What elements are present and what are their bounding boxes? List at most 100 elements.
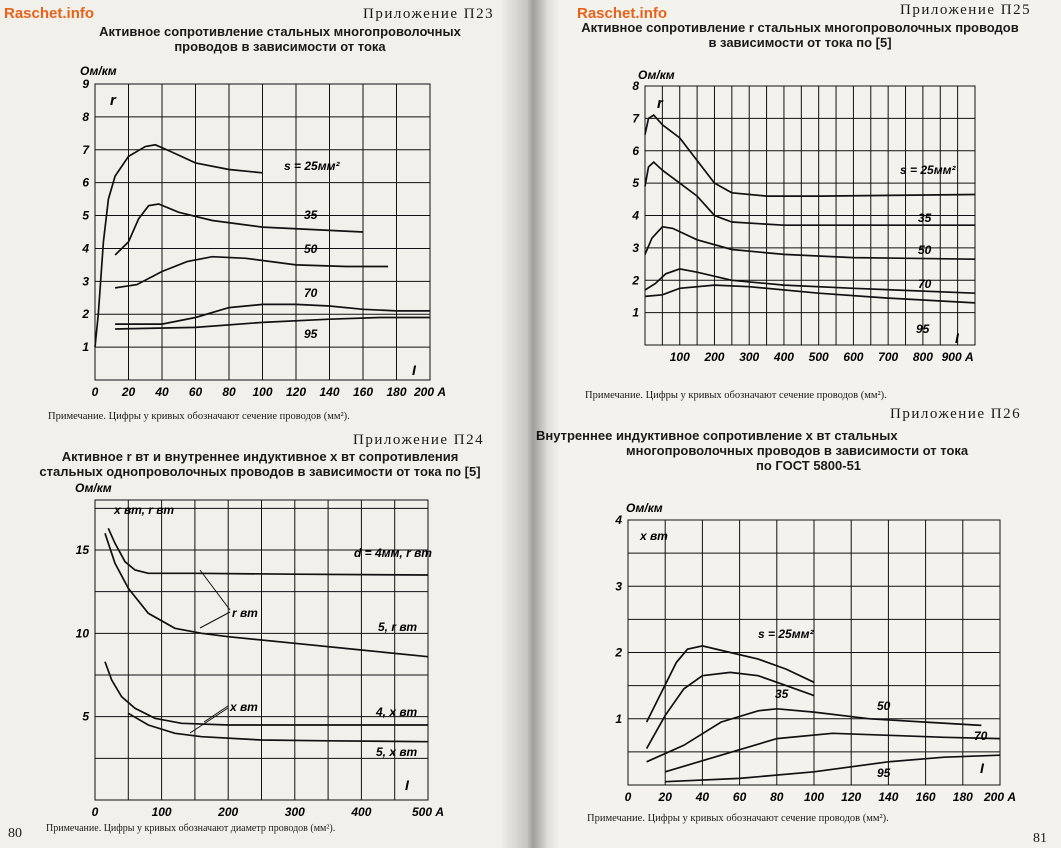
watermark[interactable]: Raschet.info bbox=[4, 5, 95, 22]
p25-x-tick-label: 100 bbox=[670, 350, 690, 364]
page-number-right: 81 bbox=[1033, 831, 1047, 846]
p25-y-tick-label: 7 bbox=[632, 111, 640, 125]
p25-series-curve bbox=[644, 160, 975, 227]
p24-note: Примечание. Цифры у кривых обозначают ди… bbox=[46, 823, 336, 834]
p26-frame bbox=[627, 519, 1001, 786]
p24-series-label-4-x: 4, x вт bbox=[375, 705, 417, 719]
p24-xlabel: I bbox=[405, 777, 410, 793]
p26-ticks: 0 20 40 60 80 100 120 140 160 180 200 А 1 2 3 4 bbox=[614, 513, 1016, 804]
p23-x-tick-label: 40 bbox=[154, 385, 169, 399]
p25-series-curve bbox=[644, 225, 976, 261]
p25-grid bbox=[644, 85, 976, 346]
p25-x-tick-label: 300 bbox=[739, 350, 759, 364]
p24-x-tick-label: 100 bbox=[152, 805, 172, 819]
p23-series-label-70: 70 bbox=[304, 286, 318, 300]
p23-title: Активное сопротивление стальных многопро… bbox=[80, 24, 480, 54]
p25-note: Примечание. Цифры у кривых обозначают се… bbox=[585, 390, 887, 401]
p24-annotation-rvt: r вт bbox=[232, 606, 258, 620]
p23-curves bbox=[94, 143, 430, 348]
p24-series-label-5-r: 5, r вт bbox=[378, 620, 417, 634]
p23-series-curve bbox=[115, 316, 430, 330]
p24-x-tick-label: 500 А bbox=[412, 805, 444, 819]
p25-series-curve bbox=[644, 268, 976, 295]
p23-series-label-50: 50 bbox=[304, 242, 318, 256]
p25-series-curve bbox=[644, 284, 976, 304]
p25-x-tick-label: 900 А bbox=[942, 350, 974, 364]
p26-x-tick-label: 0 bbox=[625, 790, 632, 804]
p26-series-label-50: 50 bbox=[877, 699, 891, 713]
p26-ytitle: x вт bbox=[639, 529, 668, 543]
p23-y-tick-label: 8 bbox=[82, 110, 89, 124]
p24-ticks: 0 100 200 300 400 500 А 5 10 15 bbox=[76, 543, 444, 819]
p24-series-label-5-x: 5, x вт bbox=[376, 745, 417, 759]
p24-y-tick-label: 15 bbox=[76, 543, 90, 557]
p25-x-tick-label: 700 bbox=[878, 350, 898, 364]
p25-y-tick-label: 4 bbox=[631, 209, 639, 223]
appendix-p24-label: Приложение П24 bbox=[353, 432, 485, 448]
p23-series-label-25: s = 25мм² bbox=[284, 159, 340, 173]
p25-y-tick-label: 1 bbox=[632, 306, 639, 320]
p23-x-tick-label: 200 А bbox=[413, 385, 446, 399]
p25-x-tick-label: 600 bbox=[843, 350, 863, 364]
p25-series-label-25: s = 25мм² bbox=[900, 163, 956, 177]
p24-x-tick-label: 200 bbox=[217, 805, 238, 819]
p24-leader-rvt-a bbox=[199, 569, 231, 611]
p25-ylabel: Ом/км bbox=[638, 68, 675, 82]
p23-y-tick-label: 9 bbox=[82, 77, 89, 91]
appendix-p23-label: Приложение П23 bbox=[363, 6, 495, 22]
p25-y-tick-label: 5 bbox=[632, 176, 639, 190]
p26-x-tick-label: 80 bbox=[770, 790, 784, 804]
p26-series-curve bbox=[645, 671, 815, 750]
p23-title-line2: проводов в зависимости от тока bbox=[174, 39, 386, 54]
p25-curves bbox=[644, 113, 976, 304]
p25-title-line1: Активное сопротивление r стальных многоп… bbox=[581, 20, 1019, 35]
p23-series-curve bbox=[114, 203, 364, 256]
p26-x-tick-label: 60 bbox=[733, 790, 747, 804]
p26-series-curve bbox=[646, 707, 982, 763]
p26-x-tick-label: 100 bbox=[804, 790, 824, 804]
p25-y-tick-label: 2 bbox=[631, 273, 639, 287]
p25-symbol: r bbox=[657, 95, 664, 112]
p26-note: Примечание. Цифры у кривых обозначают се… bbox=[587, 813, 889, 824]
p26-series-label-70: 70 bbox=[974, 729, 988, 743]
p23-series-curve bbox=[94, 143, 263, 348]
p23-series-curve bbox=[114, 255, 389, 289]
p25-title: Активное сопротивление r стальных многоп… bbox=[560, 20, 1040, 50]
p26-title-line1: Внутреннее индуктивное сопротивление x в… bbox=[536, 428, 898, 443]
p25-x-tick-label: 800 bbox=[913, 350, 933, 364]
p23-ylabel: Ом/км bbox=[80, 64, 117, 78]
p24-y-tick-label: 5 bbox=[82, 710, 89, 724]
p24-frame bbox=[94, 499, 429, 801]
p26-x-tick-label: 40 bbox=[695, 790, 710, 804]
p23-x-tick-label: 120 bbox=[286, 385, 306, 399]
chart-p23: 0 20 40 60 80 100 120 140 160 180 200 А 1 2 3 4 5 6 7 8 9 О… bbox=[80, 64, 446, 399]
p23-y-tick-label: 7 bbox=[82, 143, 90, 157]
left-page: Raschet.info Приложение П23 Активное соп… bbox=[0, 0, 530, 848]
p23-grid bbox=[94, 83, 431, 381]
p23-y-tick-label: 3 bbox=[82, 274, 89, 288]
p23-series-curve bbox=[115, 303, 430, 325]
p24-series-curve bbox=[104, 533, 429, 658]
p26-series-curve bbox=[664, 732, 1001, 773]
p25-x-tick-label: 400 bbox=[773, 350, 794, 364]
page-number-left: 80 bbox=[8, 826, 22, 841]
p23-x-tick-label: 80 bbox=[222, 385, 236, 399]
p24-leader-xvt-a bbox=[203, 705, 229, 723]
chart-p25: 100 200 300 400 500 600 700 800 900 А 1 2 3 4 5 6 7 8 Ом… bbox=[631, 68, 976, 364]
p24-title-line2: стальных однопроволочных проводов в зави… bbox=[39, 464, 481, 479]
p23-x-tick-label: 20 bbox=[121, 385, 136, 399]
p25-series-curve bbox=[644, 113, 976, 197]
watermark-right[interactable]: Raschet.info bbox=[577, 5, 668, 22]
p26-x-tick-label: 160 bbox=[916, 790, 936, 804]
p26-ylabel: Ом/км bbox=[626, 501, 663, 515]
p25-series-label-95: 95 bbox=[916, 322, 930, 336]
p23-series-label-35: 35 bbox=[304, 208, 318, 222]
p25-xlabel: I bbox=[955, 330, 960, 346]
p25-series-label-70: 70 bbox=[918, 277, 932, 291]
p23-note: Примечание. Цифры у кривых обозначают се… bbox=[48, 411, 350, 422]
p26-series-label-35: 35 bbox=[775, 687, 789, 701]
p25-x-tick-label: 500 bbox=[809, 350, 829, 364]
p26-x-tick-label: 180 bbox=[953, 790, 973, 804]
p24-series-curve bbox=[107, 527, 429, 576]
p23-y-tick-label: 2 bbox=[81, 307, 89, 321]
